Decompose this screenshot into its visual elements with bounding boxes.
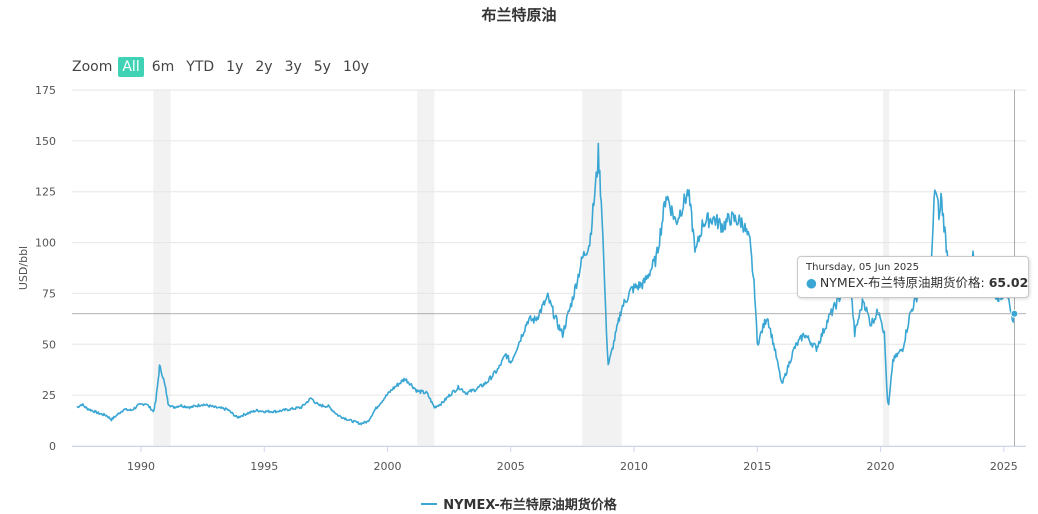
x-tick-label: 2020 — [867, 460, 895, 473]
crosshair-point — [1010, 309, 1019, 318]
data-tooltip: Thursday, 05 Jun 2025 ● NYMEX-布兰特原油期货价格: … — [797, 256, 1029, 298]
y-axis-title: USD/bbl — [17, 246, 30, 290]
zoom-selector: Zoom All 6m YTD 1y 2y 3y 5y 10y — [72, 56, 377, 78]
zoom-3y-button[interactable]: 3y — [281, 57, 306, 77]
tooltip-value: 65.02 — [988, 275, 1029, 290]
chart-legend[interactable]: NYMEX-布兰特原油期货价格 — [0, 494, 1038, 513]
recession-band — [417, 90, 435, 446]
zoom-6m-button[interactable]: 6m — [148, 57, 179, 77]
tooltip-date: Thursday, 05 Jun 2025 — [806, 262, 920, 273]
y-tick-label: 25 — [42, 389, 56, 402]
zoom-5y-button[interactable]: 5y — [310, 57, 335, 77]
zoom-1y-button[interactable]: 1y — [222, 57, 247, 77]
x-tick-label: 1995 — [250, 460, 278, 473]
series-line-brent[interactable] — [76, 142, 1016, 426]
x-tick-label: 2010 — [620, 460, 648, 473]
zoom-ytd-button[interactable]: YTD — [182, 57, 218, 77]
y-tick-label: 175 — [35, 84, 56, 97]
y-tick-label: 0 — [49, 440, 56, 453]
chart-title: 布兰特原油 — [481, 6, 557, 24]
x-tick-label: 2025 — [990, 460, 1018, 473]
zoom-10y-button[interactable]: 10y — [339, 57, 373, 77]
y-tick-label: 75 — [42, 287, 56, 300]
x-tick-label: 2005 — [497, 460, 525, 473]
tooltip-series-dot-icon: ● — [806, 275, 817, 290]
tooltip-series-label: NYMEX-布兰特原油期货价格 — [819, 275, 981, 290]
recession-band — [153, 90, 171, 446]
zoom-all-button[interactable]: All — [118, 57, 144, 77]
y-tick-label: 150 — [35, 135, 56, 148]
legend-line-icon — [421, 502, 438, 505]
tooltip-row: ● NYMEX-布兰特原油期货价格: 65.02 — [806, 275, 1029, 290]
x-tick-label: 2000 — [374, 460, 402, 473]
y-tick-label: 125 — [35, 186, 56, 199]
zoom-label: Zoom — [72, 59, 113, 75]
zoom-2y-button[interactable]: 2y — [251, 57, 276, 77]
recession-band — [582, 90, 622, 446]
y-tick-label: 100 — [35, 237, 56, 250]
legend-series-label: NYMEX-布兰特原油期货价格 — [443, 498, 617, 513]
x-tick-label: 1990 — [127, 460, 155, 473]
y-tick-label: 50 — [42, 338, 56, 351]
x-tick-label: 2015 — [743, 460, 771, 473]
